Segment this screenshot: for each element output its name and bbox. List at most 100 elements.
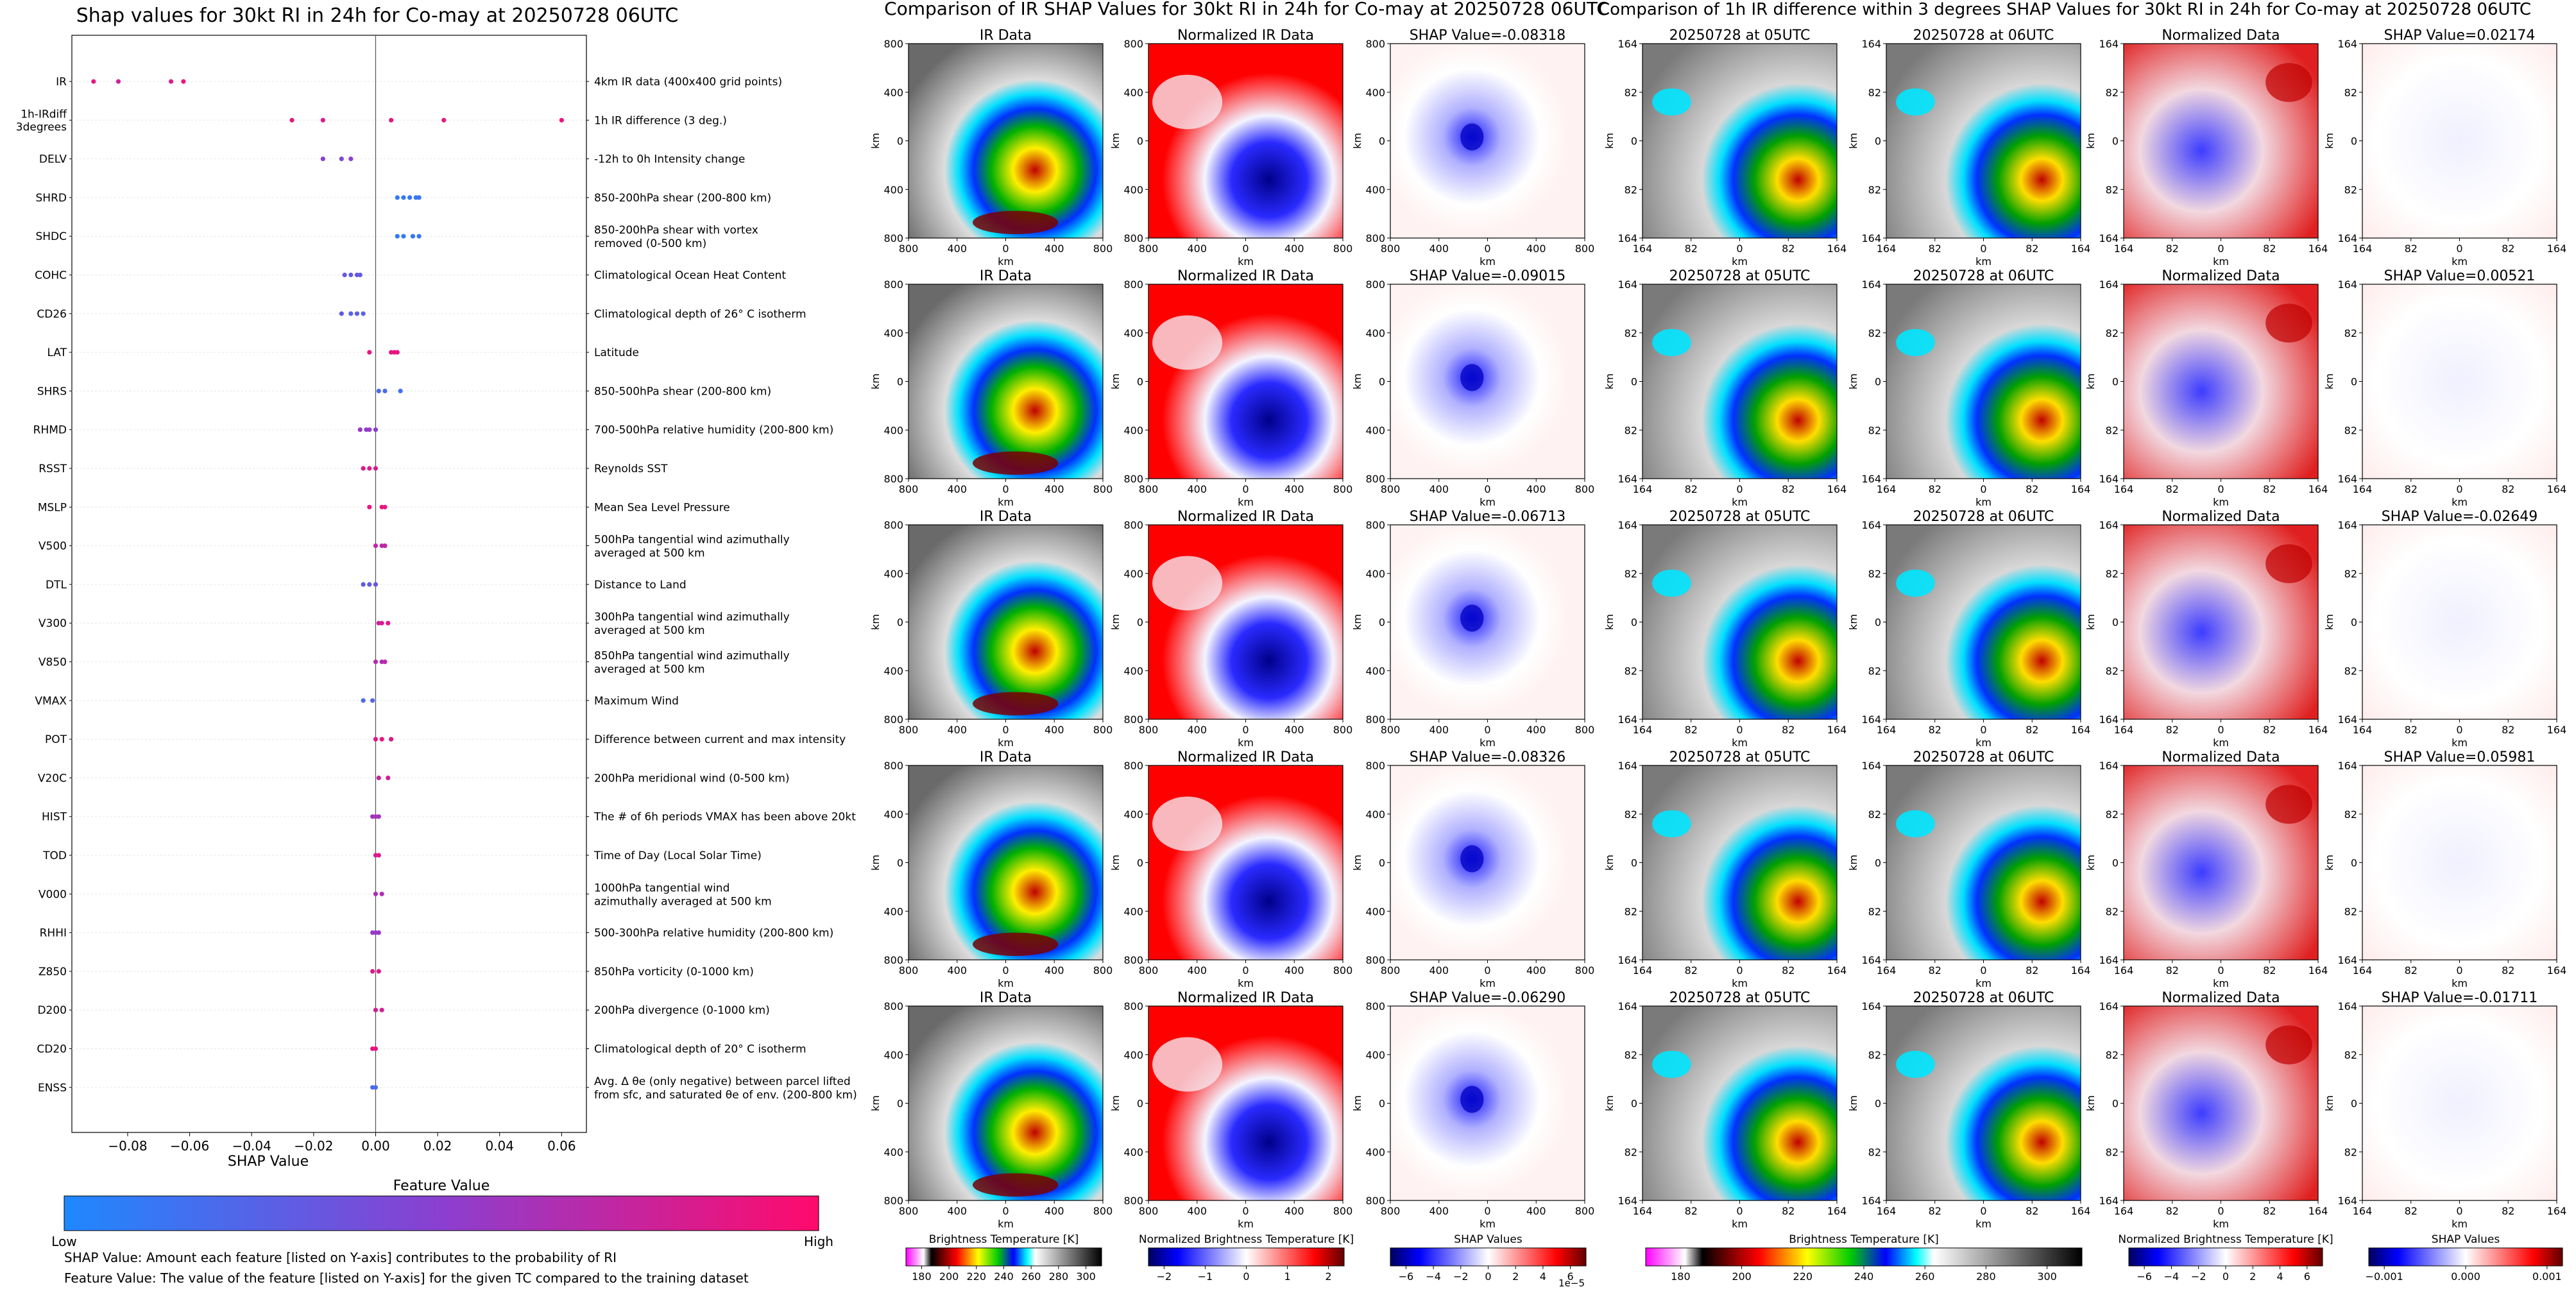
y-tick-label: 800 bbox=[1365, 232, 1385, 244]
x-tick-label: 400 bbox=[1284, 964, 1304, 977]
y-tick-label: 82 bbox=[2106, 1146, 2119, 1158]
y-tick-label: 0 bbox=[2112, 135, 2119, 148]
irdiff-comparison-title: Comparison of 1h IR difference within 3 … bbox=[1598, 0, 2531, 19]
y-tick-label: 400 bbox=[1123, 665, 1143, 677]
shap-value-note: SHAP Value: Amount each feature [listed … bbox=[64, 1250, 617, 1265]
normalized-ir-panel-title: Normalized IR Data bbox=[1177, 268, 1314, 284]
irdiff-image bbox=[1642, 1006, 1837, 1200]
feature-name-label: VMAX bbox=[35, 695, 67, 708]
y-tick-label: 0 bbox=[2351, 135, 2357, 148]
x-tick-label: 164 bbox=[2071, 964, 2091, 977]
feature-name-label: 1h-IRdiff bbox=[21, 108, 67, 121]
y-tick-label: 800 bbox=[883, 232, 903, 244]
y-tick-label: 400 bbox=[883, 568, 903, 580]
x-tick-label: 800 bbox=[1093, 1205, 1113, 1217]
x-axis-label: km bbox=[1480, 737, 1496, 749]
x-tick-label: 0 bbox=[1002, 964, 1009, 977]
shap-point bbox=[373, 427, 379, 432]
shap-point bbox=[370, 698, 375, 703]
y-tick-label: 82 bbox=[1868, 1146, 1881, 1158]
shap-point bbox=[320, 117, 325, 123]
x-tick-label: 82 bbox=[1685, 964, 1698, 977]
y-axis-label: km bbox=[1109, 1095, 1122, 1111]
feature-description-label: Time of Day (Local Solar Time) bbox=[593, 849, 762, 862]
x-tick-label: 0 bbox=[2456, 243, 2462, 255]
y-tick-label: 800 bbox=[1123, 232, 1143, 244]
y-tick-label: 400 bbox=[883, 87, 903, 99]
x-tick-label: 0 bbox=[1242, 724, 1249, 736]
x-tick-label: 800 bbox=[899, 724, 919, 736]
irdiff-shap-panel-title: SHAP Value=0.05981 bbox=[2384, 749, 2536, 765]
plot-frame bbox=[71, 35, 587, 1133]
normalized-ir-image bbox=[1148, 765, 1343, 960]
y-tick-label: 800 bbox=[1365, 278, 1385, 291]
x-tick-label: 0 bbox=[1736, 483, 1743, 495]
feature-description-label: from sfc, and saturated θe of env. (200-… bbox=[594, 1089, 857, 1102]
ir-image bbox=[908, 44, 1103, 238]
x-tick-label: 800 bbox=[1575, 1205, 1595, 1217]
y-tick-label: 800 bbox=[1365, 38, 1385, 50]
y-tick-label: 0 bbox=[1631, 135, 1637, 148]
y-tick-label: 400 bbox=[1365, 424, 1385, 436]
irdiff-image bbox=[1886, 765, 2081, 960]
x-tick-label: 400 bbox=[1284, 483, 1304, 495]
x-tick-label: 164 bbox=[2114, 964, 2134, 977]
x-tick-label: 800 bbox=[1333, 724, 1353, 736]
y-tick-label: 164 bbox=[1861, 760, 1881, 772]
feature-description-label: 700-500hPa relative humidity (200-800 km… bbox=[594, 424, 833, 437]
x-tick-label: 400 bbox=[1284, 243, 1304, 255]
x-tick-label: 800 bbox=[1381, 243, 1401, 255]
x-tick-label: 164 bbox=[2353, 243, 2373, 255]
feature-description-label: 1000hPa tangential wind bbox=[594, 882, 729, 894]
x-tick-label: 82 bbox=[1685, 483, 1698, 495]
irdiff-06utc-panel-title: 20250728 at 06UTC bbox=[1913, 268, 2054, 284]
feature-name-label: V300 bbox=[38, 617, 67, 630]
y-axis-label: km bbox=[1351, 855, 1363, 871]
x-tick-label: 800 bbox=[1575, 724, 1595, 736]
irdiff-normalized-panel-title: Normalized Data bbox=[2162, 509, 2280, 525]
irdiff-normalized-colorbar bbox=[2128, 1247, 2323, 1267]
y-tick-label: 400 bbox=[1123, 1049, 1143, 1061]
x-axis-label: km bbox=[1732, 255, 1748, 268]
x-axis-label: km bbox=[2213, 977, 2229, 989]
feature-name-label: DTL bbox=[46, 579, 67, 592]
shap-point bbox=[407, 195, 413, 200]
x-axis-label: km bbox=[1238, 737, 1254, 749]
ir-cold-core bbox=[972, 692, 1059, 715]
x-axis-label: km bbox=[1480, 255, 1496, 268]
y-tick-label: 164 bbox=[1617, 278, 1637, 291]
y-axis-label: km bbox=[2085, 373, 2097, 389]
shap-point bbox=[389, 737, 394, 742]
ir-normalized-colorbar-label: Normalized Brightness Temperature [K] bbox=[1139, 1233, 1354, 1246]
shap-point bbox=[373, 659, 379, 665]
y-tick-label: 400 bbox=[1123, 808, 1143, 821]
irdiff-05utc-panel-title: 20250728 at 05UTC bbox=[1669, 28, 1811, 44]
shap-core bbox=[1460, 364, 1484, 391]
y-tick-label: 0 bbox=[1137, 857, 1143, 869]
x-tick-label: 400 bbox=[947, 724, 967, 736]
y-tick-label: 164 bbox=[1617, 473, 1637, 485]
cbar-tick-label: 0 bbox=[1485, 1270, 1491, 1283]
y-tick-label: 400 bbox=[883, 1049, 903, 1061]
y-tick-label: 0 bbox=[1875, 617, 1881, 629]
y-tick-label: 0 bbox=[1875, 376, 1881, 388]
shap-point bbox=[339, 157, 344, 162]
shap-core bbox=[1460, 1086, 1484, 1113]
x-tick-label: 164 bbox=[1877, 243, 1897, 255]
y-tick-label: 82 bbox=[2344, 568, 2357, 580]
shap-image bbox=[1390, 44, 1585, 238]
irdiff-cyan-patch bbox=[1896, 329, 1935, 357]
irdiff-red-patch bbox=[2265, 63, 2312, 102]
feature-description-label: 850-200hPa shear (200-800 km) bbox=[594, 192, 771, 205]
x-tick-label: 400 bbox=[1187, 1205, 1207, 1217]
y-tick-label: 164 bbox=[1617, 1000, 1637, 1012]
irdiff-cyan-patch bbox=[1652, 329, 1691, 357]
irdiff-image bbox=[1886, 1006, 2081, 1200]
x-tick-label: 82 bbox=[2405, 483, 2418, 495]
shap-core bbox=[1460, 845, 1484, 873]
x-tick-label: 800 bbox=[899, 964, 919, 977]
ir-cold-core bbox=[972, 1173, 1059, 1197]
ir-comparison-title: Comparison of IR SHAP Values for 30kt RI… bbox=[884, 0, 1609, 19]
irdiff-shap-panel-title: SHAP Value=0.00521 bbox=[2384, 268, 2536, 284]
y-tick-label: 82 bbox=[2344, 87, 2357, 99]
